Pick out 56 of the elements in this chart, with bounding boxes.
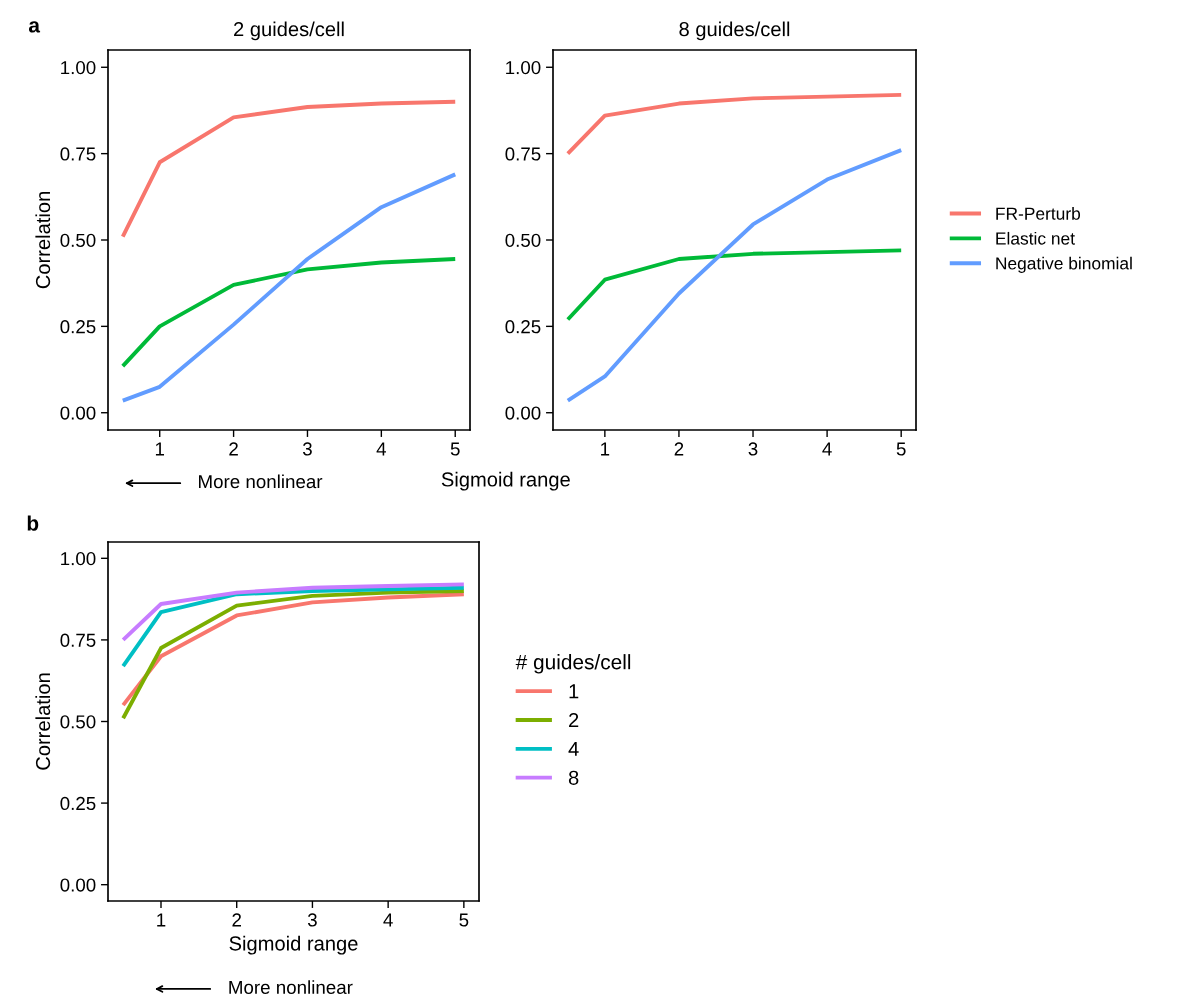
y-tick-label: 0.00 [60,406,96,420]
y-tick-label: 0.50 [60,715,96,729]
y-tick-label: 1.00 [61,552,96,566]
x-tick-label: 2 [229,442,238,456]
line-series [121,582,466,642]
legend-label: 4 [568,742,579,756]
x-tick-label: 3 [307,913,317,927]
legend-title: # guides/cell [515,654,631,674]
x-tick-label: 3 [302,442,312,456]
legend-label: Elastic net [996,231,1075,245]
legend-label: 8 [568,770,579,785]
x-tick-label: 3 [748,442,758,456]
y-tick-label: 1.00 [506,60,541,75]
y-tick-label: 0.00 [60,878,96,892]
legend-label: Negative binomial [996,256,1132,273]
x-tick-label: 4 [376,442,387,456]
line-series [565,248,904,322]
text: a [28,21,41,33]
x-tick-label: 5 [459,913,469,927]
legend-label: 1 [569,684,579,699]
line-series [565,148,904,403]
x-tick-label: 2 [232,913,241,927]
line-series [120,99,458,239]
y-axis-title: Correlation [35,673,51,770]
y-tick-label: 0.25 [505,320,541,334]
y-tick-label: 0.50 [505,233,541,247]
x-tick-label: 5 [896,442,906,456]
x-axis-title: Sigmoid range [229,935,358,955]
x-axis-title: Sigmoid range [441,471,570,491]
x-tick-label: 5 [450,442,460,456]
x-tick-label: 4 [822,442,832,456]
y-tick-label: 1.00 [61,60,96,75]
y-tick-label: 0.50 [60,233,96,247]
y-tick-label: 0.25 [60,320,96,334]
x-tick-label: 2 [674,442,684,456]
line-series [120,172,458,403]
line-series [121,585,466,668]
y-tick-label: 0.75 [505,147,541,161]
x-tick-label: 1 [157,913,166,927]
chart-title: 2 guides/cell [234,21,344,41]
y-axis-title: Correlation [35,192,51,289]
line-series [565,92,904,156]
y-tick-label: 0.75 [60,633,96,647]
legend-label: FR-Perturb [996,207,1081,220]
x-tick-label: 4 [383,913,393,927]
y-tick-label: 0.00 [505,406,541,420]
y-tick-label: 0.75 [60,147,96,161]
line-series [120,257,458,369]
legend-label: 2 [569,712,579,728]
text: More nonlinear [229,980,353,994]
chart-title: 8 guides/cell [679,21,790,41]
text: More nonlinear [199,474,323,489]
y-tick-label: 0.25 [60,796,96,811]
x-tick-label: 1 [155,442,165,456]
x-tick-label: 1 [601,442,610,456]
text: b [27,515,39,531]
